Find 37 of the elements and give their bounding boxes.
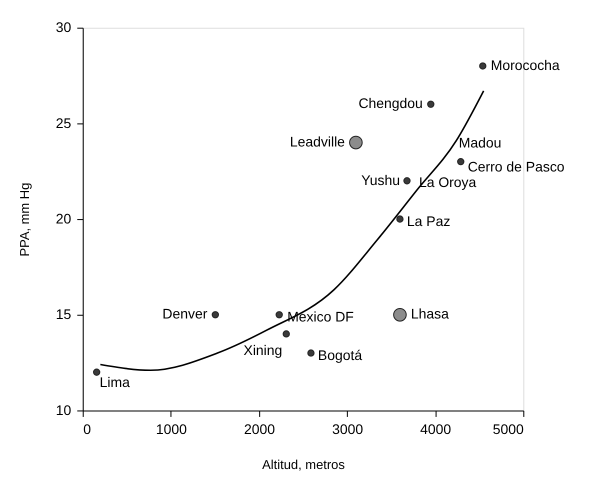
y-tick-label: 10: [56, 402, 72, 418]
point: [479, 62, 486, 70]
annotation: Cerro de Pasco: [468, 158, 565, 175]
annotation: Bogotá: [318, 347, 362, 364]
point: [93, 368, 100, 376]
y-tick-label: 20: [56, 210, 72, 227]
annotation: Xining: [244, 342, 282, 358]
annotation: Chengdou: [358, 95, 423, 112]
y-tick-label: 25: [56, 114, 72, 131]
point: [212, 311, 219, 318]
point: [427, 100, 434, 108]
point: [282, 330, 290, 338]
x-tick-label: 3000: [332, 420, 364, 437]
point: [396, 215, 404, 223]
x-tick-label: 5000: [492, 420, 524, 437]
annotation: Morococha: [490, 56, 560, 73]
point: [349, 136, 363, 150]
annotation: La Paz: [406, 213, 450, 230]
y-axis-title: PPA, mm Hg: [16, 182, 32, 256]
point: [457, 158, 464, 166]
x-tick-label: 2000: [244, 420, 276, 437]
annotation: Lima: [100, 374, 130, 390]
annotation: Yushu: [361, 172, 400, 188]
point: [393, 308, 407, 322]
point: [276, 311, 283, 318]
x-tick-label: 1000: [156, 420, 188, 437]
point: [307, 349, 315, 357]
annotation: Leadville: [290, 134, 346, 150]
annotation: Lhasa: [410, 306, 450, 322]
annotation: Madou: [458, 134, 502, 151]
x-tick-label: 0: [83, 420, 92, 437]
y-tick-label: 30: [56, 19, 72, 36]
x-axis-title: Altitud, metros: [262, 456, 345, 472]
y-tick-label: 15: [56, 306, 72, 322]
annotation: Denver: [162, 306, 208, 322]
x-tick-label: 4000: [420, 420, 452, 437]
point: [403, 177, 411, 184]
